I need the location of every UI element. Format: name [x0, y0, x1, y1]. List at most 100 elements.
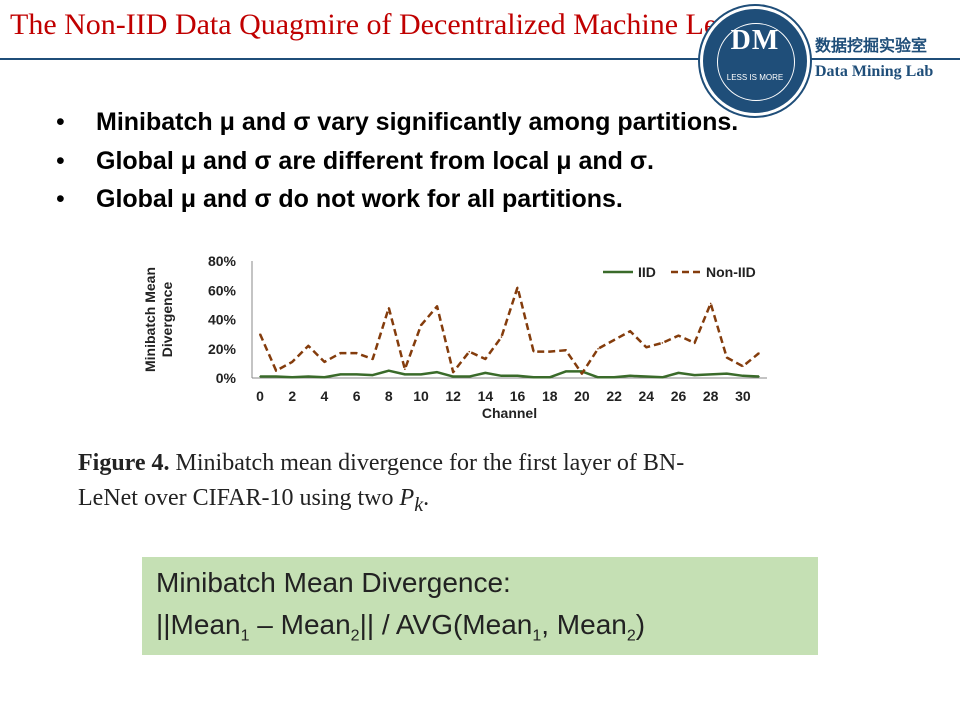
data-point-non-iid: [565, 349, 567, 352]
legend-label-non-iid: Non-IID: [706, 264, 756, 280]
data-point-iid: [597, 376, 599, 379]
x-tick-label: 0: [256, 388, 264, 404]
divergence-line-chart: 0%20%40%60%80%0 2 4 6 8 10 12 14 16 18 20 22 24 26 28 3…: [142, 253, 767, 421]
data-point-iid: [758, 375, 760, 378]
x-tick-label: 18: [542, 388, 558, 404]
x-tick-label: 16: [510, 388, 526, 404]
title-underline: [0, 58, 700, 60]
caption-line-2: LeNet over CIFAR-10 using two Pk.: [78, 481, 684, 523]
x-tick-label: 30: [735, 388, 751, 404]
data-point-non-iid: [758, 352, 760, 354]
data-point-non-iid: [387, 307, 390, 309]
bullet-text: Global μ and σ are different from local …: [96, 146, 654, 175]
series-line-non-iid: [258, 286, 760, 375]
caption-math-p: P: [399, 485, 415, 511]
figure-label: Figure 4.: [78, 450, 170, 476]
data-point-iid: [661, 376, 664, 379]
data-point-iid: [500, 375, 503, 377]
data-point-iid: [645, 375, 648, 378]
x-tick-label: 14: [478, 388, 494, 404]
formula-sub-2: 2: [350, 627, 360, 645]
data-point-non-iid: [581, 372, 583, 375]
data-point-non-iid: [500, 336, 503, 338]
data-point-iid: [420, 373, 422, 376]
formula-box: Minibatch Mean Divergence: ||Mean1 – Mea…: [142, 557, 818, 655]
formula-sub-3: 1: [532, 627, 542, 645]
data-point-iid: [339, 373, 342, 376]
caption-period: .: [423, 485, 430, 511]
data-point-non-iid: [452, 371, 454, 373]
slide-title: The Non-IID Data Quagmire of Decentraliz…: [10, 8, 794, 41]
data-point-non-iid: [420, 324, 422, 327]
formula-sub-4: 2: [626, 627, 636, 645]
data-point-iid: [516, 375, 519, 377]
data-point-iid: [371, 374, 374, 376]
data-point-non-iid: [677, 334, 680, 337]
data-point-iid: [468, 375, 471, 378]
formula-part-e: ): [635, 609, 646, 640]
bullet-text: Minibatch μ and σ vary significantly amo…: [96, 108, 739, 136]
x-tick-label: 4: [321, 388, 329, 404]
logo-monogram: DM: [730, 25, 780, 56]
y-tick-label: 40%: [208, 312, 237, 328]
figure-caption: Figure 4. Minibatch mean divergence for …: [78, 446, 684, 523]
x-tick-label: 28: [703, 388, 719, 404]
data-point-non-iid: [259, 333, 261, 335]
data-point-non-iid: [516, 286, 519, 289]
data-point-iid: [709, 373, 712, 376]
data-point-iid: [629, 375, 632, 377]
data-point-non-iid: [404, 368, 406, 371]
bullet-dot-icon: •: [56, 108, 65, 136]
data-point-non-iid: [323, 361, 326, 363]
caption-line-1: Figure 4. Minibatch mean divergence for …: [78, 446, 684, 481]
bullet-item: • Global μ and σ are different from local…: [56, 142, 738, 181]
data-point-iid: [693, 374, 696, 376]
data-point-non-iid: [709, 302, 712, 305]
x-tick-label: 12: [445, 388, 461, 404]
data-point-iid: [613, 376, 615, 379]
y-tick-label: 20%: [208, 341, 237, 357]
bullet-dot-icon: •: [56, 146, 65, 175]
data-point-iid: [565, 370, 567, 373]
data-point-iid: [291, 376, 294, 379]
x-tick-label: 2: [288, 388, 296, 404]
formula-part-b: – Mean: [249, 609, 351, 640]
x-tick-label: 6: [353, 388, 361, 404]
x-tick-label: 22: [606, 388, 622, 404]
data-point-iid: [259, 375, 261, 378]
bullet-dot-icon: •: [56, 185, 65, 213]
x-axis-label: Channel: [482, 405, 537, 421]
data-point-non-iid: [355, 352, 358, 354]
data-point-non-iid: [307, 345, 310, 347]
x-tick-label: 24: [639, 388, 655, 404]
formula-title: Minibatch Mean Divergence:: [156, 567, 511, 598]
y-tick-label: 60%: [208, 282, 237, 298]
data-point-iid: [355, 373, 358, 376]
bullet-item: • Minibatch μ and σ vary significantly am…: [56, 103, 738, 142]
caption-math-k: k: [414, 493, 424, 516]
lab-logo: DM LESS IS MORE: [700, 6, 810, 116]
data-point-iid: [307, 375, 310, 378]
data-point-non-iid: [597, 347, 599, 350]
lab-name-chinese: 数据挖掘实验室: [815, 38, 928, 55]
formula-part-d: , Mean: [541, 609, 627, 640]
data-point-non-iid: [693, 342, 696, 344]
legend-label-iid: IID: [638, 264, 656, 280]
data-point-non-iid: [468, 350, 471, 353]
data-point-iid: [387, 369, 390, 372]
formula-part-c: || / AVG(Mean: [359, 609, 533, 640]
x-tick-label: 8: [385, 388, 393, 404]
data-point-non-iid: [532, 350, 535, 353]
data-point-non-iid: [484, 358, 487, 360]
data-point-non-iid: [661, 342, 664, 344]
data-point-iid: [452, 375, 454, 378]
y-tick-label: 0%: [216, 370, 237, 386]
caption-text-2: LeNet over CIFAR-10 using two: [78, 485, 400, 511]
data-point-non-iid: [725, 356, 728, 359]
data-point-non-iid: [629, 330, 632, 332]
data-point-iid: [532, 376, 535, 379]
x-tick-label: 10: [413, 388, 429, 404]
logo-ring: [717, 23, 795, 101]
x-tick-label: 20: [574, 388, 590, 404]
x-tick-label: 26: [671, 388, 687, 404]
